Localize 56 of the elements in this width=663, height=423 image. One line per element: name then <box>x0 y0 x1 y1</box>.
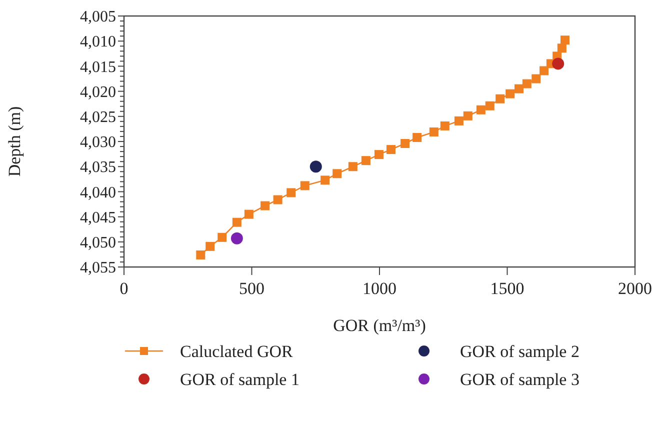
y-tick-label: 4,025 <box>80 109 116 126</box>
point <box>332 169 342 178</box>
y-tick-label: 4,005 <box>80 8 116 26</box>
y-tick-label: 4,045 <box>80 209 116 226</box>
legend-label: GOR of sample 3 <box>460 370 580 389</box>
point <box>557 44 566 53</box>
point <box>540 66 549 76</box>
point <box>560 36 570 45</box>
point <box>300 181 310 190</box>
point <box>412 132 422 142</box>
point <box>514 84 524 94</box>
legend-label: GOR of sample 2 <box>460 342 580 361</box>
point <box>400 139 410 148</box>
y-tick-label: 4,055 <box>80 260 116 277</box>
x-tick-label: 2000 <box>618 279 652 298</box>
point <box>485 101 494 110</box>
y-tick-label: 4,010 <box>80 34 116 51</box>
x-tick-label: 1000 <box>362 279 396 298</box>
point <box>196 250 206 260</box>
point <box>552 58 564 70</box>
point <box>218 232 227 242</box>
point <box>361 156 370 166</box>
point <box>522 79 532 88</box>
point <box>463 111 472 120</box>
point <box>286 188 296 198</box>
point <box>206 242 215 251</box>
point <box>232 218 242 227</box>
y-tick-label: 4,015 <box>80 58 116 76</box>
point <box>454 116 464 126</box>
y-tick-label: 4,020 <box>80 84 116 101</box>
y-tick-label: 4,030 <box>80 134 116 152</box>
point <box>532 74 541 84</box>
y-tick-label: 4,040 <box>80 184 116 202</box>
y-tick-label: 4,050 <box>80 234 116 252</box>
point <box>273 195 282 204</box>
point <box>230 232 243 244</box>
point <box>429 127 438 136</box>
x-axis-title: GOR (m³/m³) <box>333 316 426 335</box>
point <box>244 210 254 219</box>
y-tick-label: 4,035 <box>80 159 116 176</box>
point <box>386 145 396 154</box>
point <box>348 162 358 172</box>
point <box>310 160 322 173</box>
legend-label: GOR of sample 1 <box>180 370 300 389</box>
point <box>374 150 384 160</box>
point <box>320 176 330 185</box>
point <box>496 94 505 104</box>
point <box>440 121 450 130</box>
point <box>506 89 515 98</box>
point <box>476 105 486 114</box>
x-tick-label: 500 <box>239 279 264 298</box>
point <box>260 201 270 210</box>
y-axis-title: Depth (m) <box>5 106 24 177</box>
x-tick-label: 1500 <box>490 279 524 298</box>
legend-label: Caluclated GOR <box>180 342 294 361</box>
x-tick-label: 0 <box>120 279 128 298</box>
